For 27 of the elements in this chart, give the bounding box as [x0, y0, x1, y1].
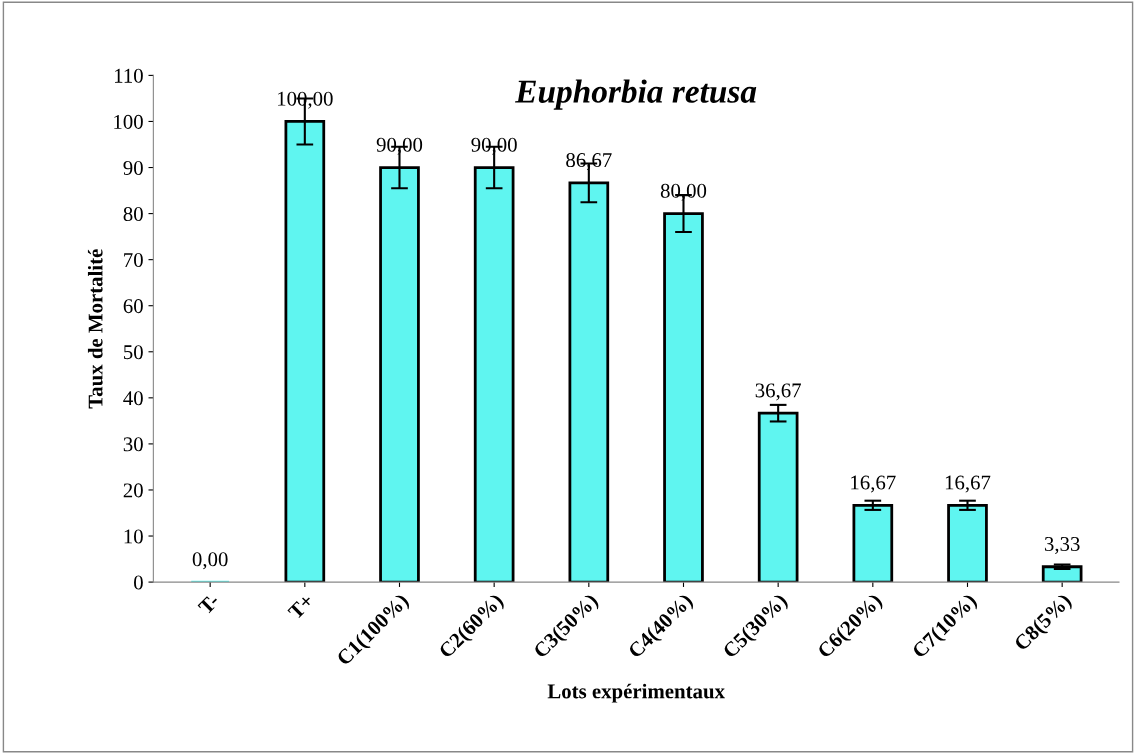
- y-tick-label: 30: [123, 437, 143, 452]
- x-axis-title: Lots expérimentaux: [547, 683, 725, 703]
- y-tick-label: 10: [124, 529, 143, 544]
- y-tick-label: 0: [134, 575, 143, 590]
- data-label: 16,67: [945, 475, 991, 493]
- data-label: 80,00: [660, 183, 707, 201]
- y-tick-label: 70: [124, 253, 143, 268]
- chart-title: Euphorbia retusa: [515, 79, 757, 110]
- y-tick-label: 90: [123, 160, 143, 175]
- data-label: 86,67: [566, 153, 612, 171]
- data-label: 16,67: [851, 475, 896, 493]
- y-tick-label: 80: [123, 206, 143, 222]
- data-label: 100,00: [278, 91, 333, 109]
- x-tick-label: T+: [287, 593, 315, 621]
- y-tick-label: 60: [123, 299, 143, 314]
- data-label: 0,00: [192, 552, 228, 570]
- y-tick-label: 20: [123, 483, 143, 498]
- y-tick-label: 100: [114, 114, 143, 129]
- x-tick-label: T-: [197, 592, 220, 616]
- data-label: 90,00: [376, 137, 423, 155]
- y-tick-label: 50: [124, 345, 143, 360]
- data-label: 90,00: [471, 137, 517, 155]
- data-label: 36,67: [755, 383, 801, 401]
- y-axis-title: Taux de Mortalité: [87, 249, 103, 409]
- y-tick-label: 110: [115, 68, 143, 83]
- data-label: 3,33: [1044, 537, 1080, 554]
- y-tick-label: 40: [123, 391, 143, 406]
